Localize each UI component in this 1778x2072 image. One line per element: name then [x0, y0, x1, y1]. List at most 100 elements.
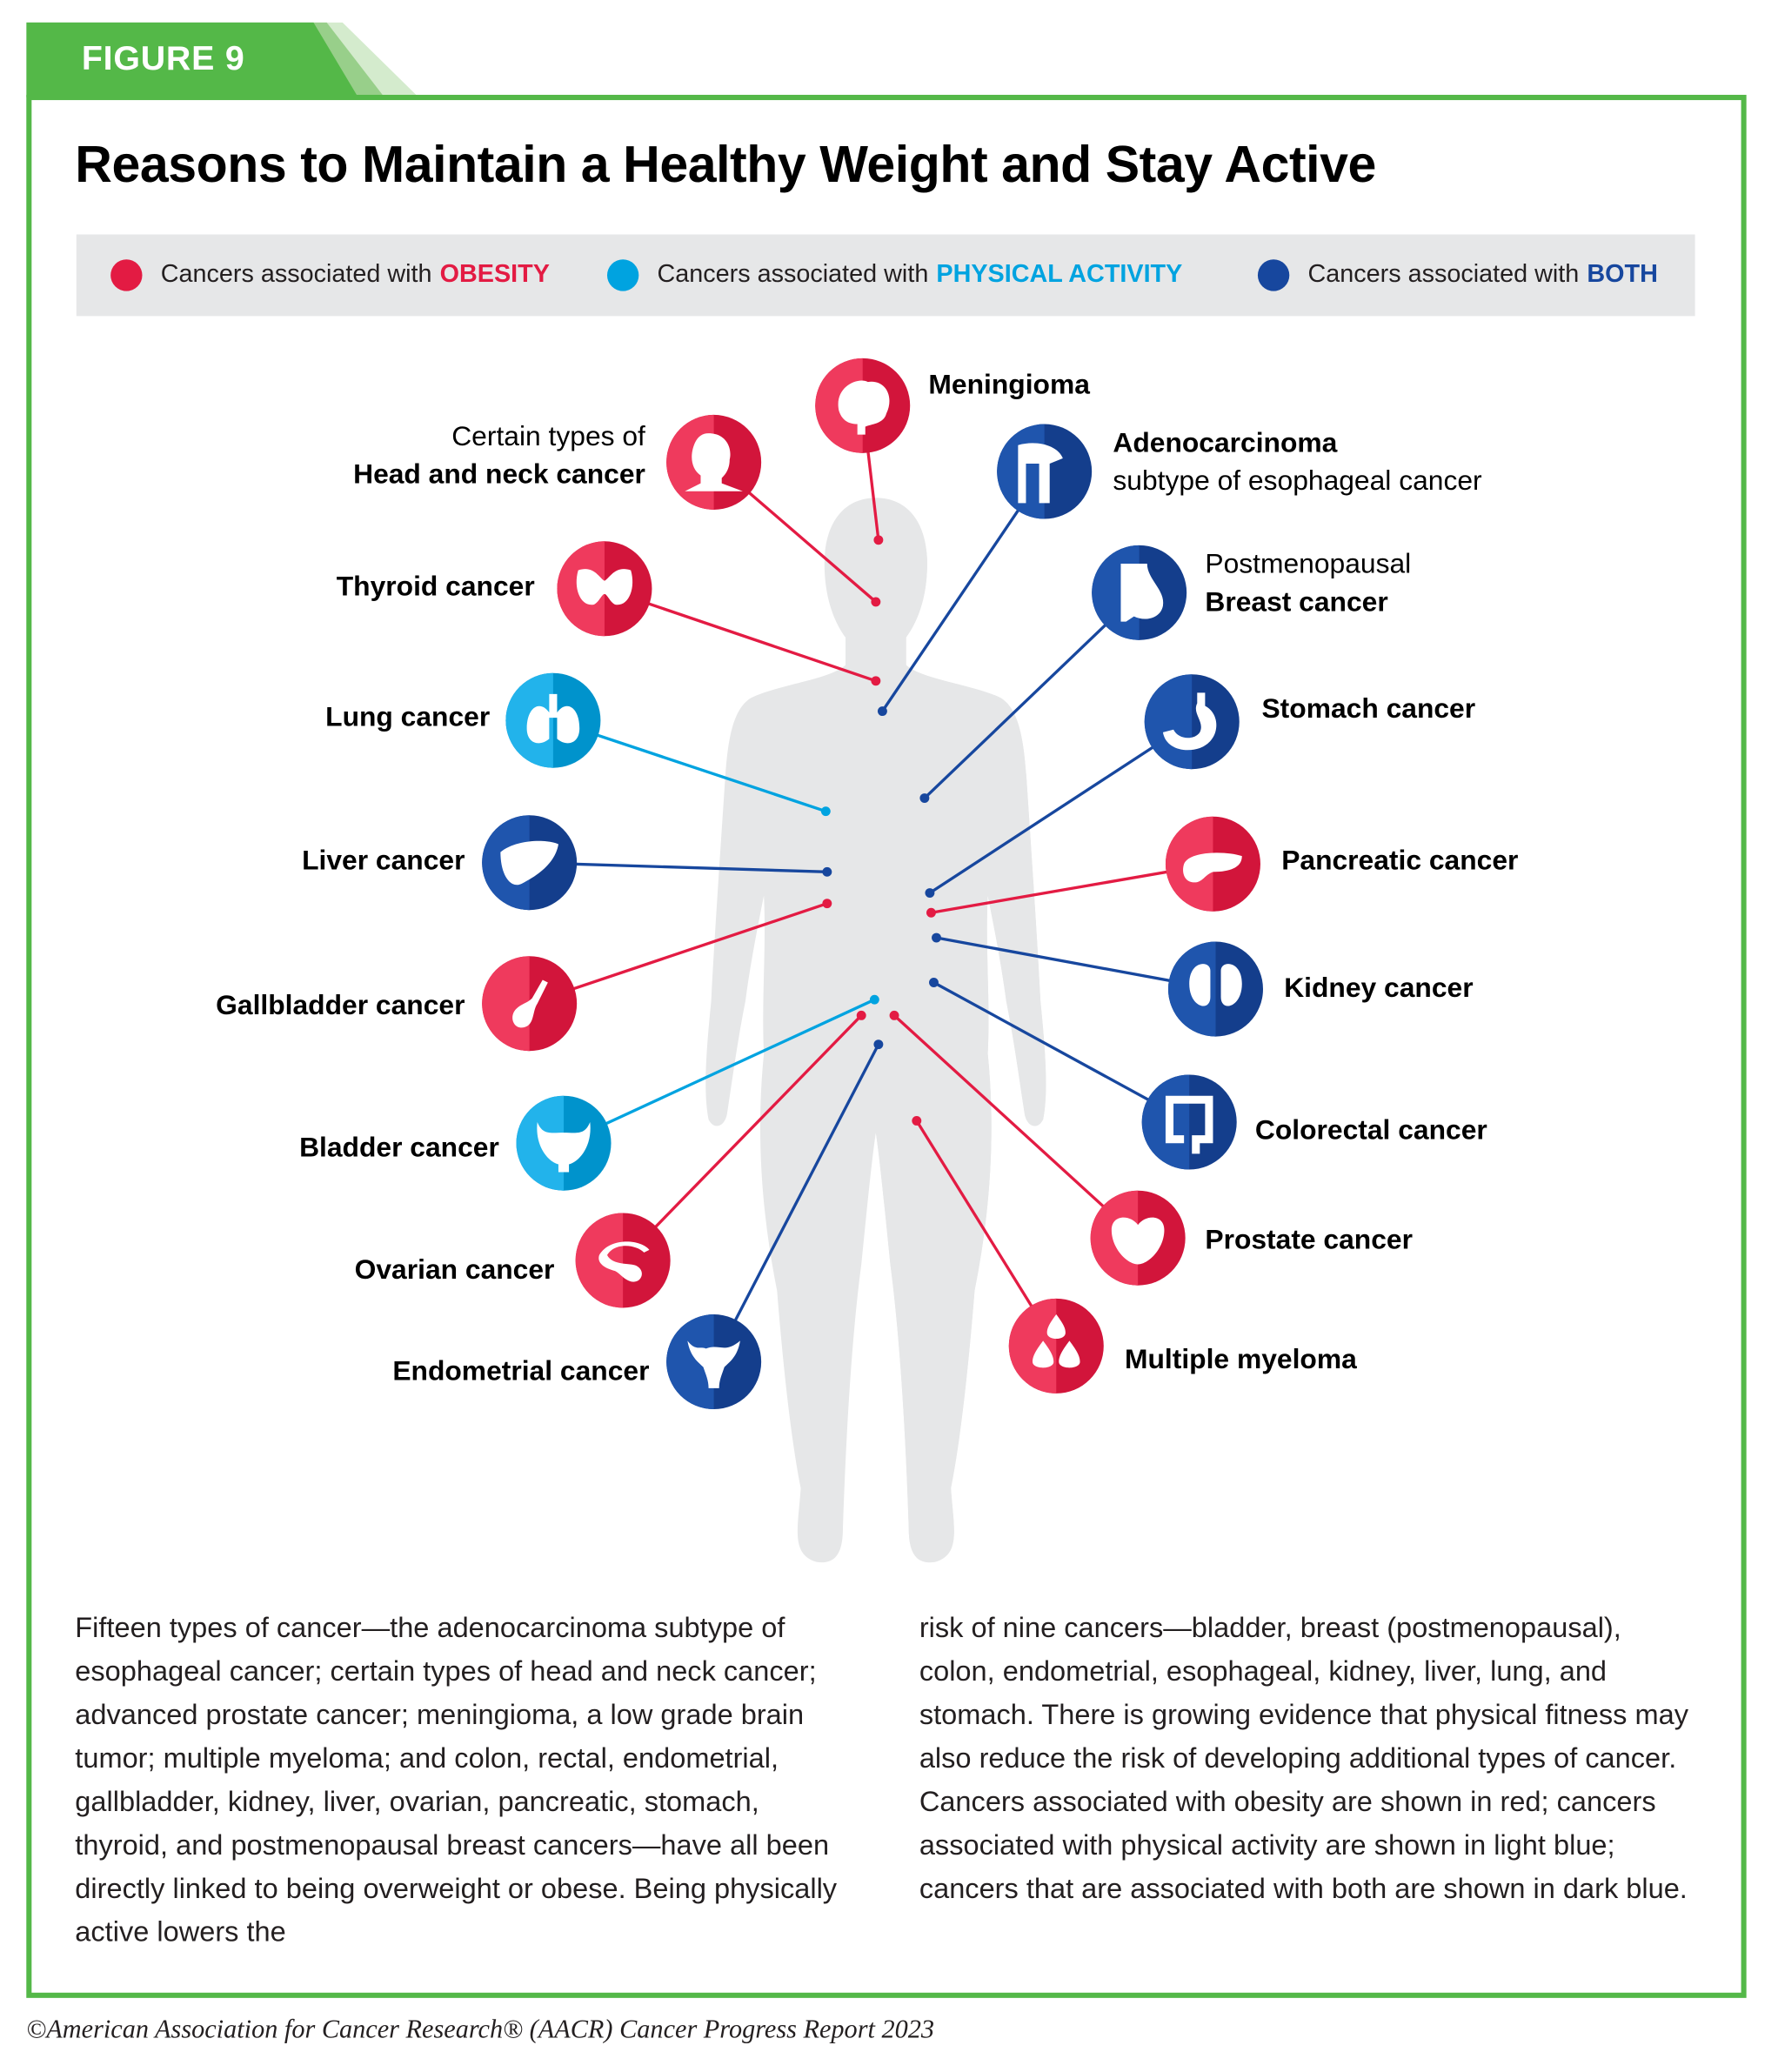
cancer-label: Multiple myeloma — [1125, 1340, 1357, 1379]
body-location-dot — [856, 1010, 866, 1020]
cancer-name: Ovarian cancer — [354, 1254, 555, 1285]
legend-dot-icon — [1257, 259, 1290, 291]
legend-text: Cancers associated with — [657, 260, 929, 289]
legend: Cancers associated with OBESITY Cancers … — [76, 234, 1695, 317]
cancer-node — [1144, 674, 1240, 770]
cancer-node — [516, 1095, 612, 1191]
cancer-qualifier: Certain types of — [451, 421, 645, 452]
cancer-label: Endometrial cancer — [392, 1352, 649, 1390]
cancer-name: Endometrial cancer — [392, 1355, 650, 1387]
body-location-dot — [889, 1010, 899, 1020]
body-location-dot — [877, 706, 887, 717]
cancer-name: Breast cancer — [1205, 587, 1388, 618]
body-location-dot — [871, 597, 881, 607]
legend-item-obesity: Cancers associated with OBESITY — [110, 235, 550, 317]
figure-tab — [26, 22, 419, 98]
cancer-label: Pancreatic cancer — [1281, 841, 1518, 879]
cancer-label: Postmenopausal Breast cancer — [1205, 545, 1411, 622]
connector-line — [923, 592, 1140, 799]
connector-line — [529, 902, 828, 1006]
cancer-node — [1167, 941, 1263, 1037]
legend-keyword: PHYSICAL ACTIVITY — [936, 260, 1183, 289]
legend-keyword: OBESITY — [439, 260, 550, 289]
cancer-node — [666, 1314, 762, 1410]
cancer-node — [666, 414, 762, 510]
cancer-label: Bladder cancer — [299, 1128, 499, 1166]
cancer-label: Meningioma — [928, 365, 1089, 404]
cancer-label: Colorectal cancer — [1255, 1111, 1487, 1149]
cancer-name: Prostate cancer — [1205, 1224, 1413, 1255]
blood-drops-icon — [1033, 1314, 1080, 1368]
cancer-name: Pancreatic cancer — [1281, 845, 1519, 876]
connector-line — [712, 1043, 880, 1363]
legend-item-physical-activity: Cancers associated with PHYSICAL ACTIVIT… — [606, 235, 1183, 317]
connector-line — [929, 720, 1193, 894]
legend-item-both: Cancers associated with BOTH — [1257, 235, 1658, 317]
connector-line — [932, 981, 1191, 1124]
cancer-label: Ovarian cancer — [355, 1251, 555, 1289]
cancer-node — [1008, 1298, 1104, 1394]
cancer-node — [1165, 816, 1260, 912]
connector-line — [892, 1014, 1140, 1240]
body-location-dot — [925, 888, 935, 898]
legend-dot-icon — [110, 259, 143, 291]
brain-icon — [838, 380, 890, 435]
body-location-dot — [820, 806, 831, 817]
connector-line — [931, 862, 1213, 914]
cancer-label: Gallbladder cancer — [216, 986, 465, 1024]
cancer-node — [1092, 545, 1187, 640]
legend-text: Cancers associated with — [160, 260, 432, 289]
body-location-dot — [919, 793, 930, 803]
connector-line — [552, 719, 826, 813]
cancer-node — [505, 672, 601, 768]
body-location-dot — [869, 994, 879, 1005]
cancer-label: Lung cancer — [325, 698, 490, 736]
connector-line — [621, 1014, 863, 1262]
cancer-label: Kidney cancer — [1284, 969, 1473, 1007]
body-location-dot — [932, 932, 941, 943]
liver-icon — [500, 840, 558, 886]
cancer-node — [1141, 1074, 1237, 1170]
connector-line — [604, 587, 877, 683]
cancer-qualifier: subtype of esophageal cancer — [1113, 465, 1482, 497]
cancer-label: Liver cancer — [302, 841, 465, 879]
kidney-icon — [1189, 964, 1242, 1006]
page-title: Reasons to Maintain a Healthy Weight and… — [75, 137, 1376, 194]
legend-text: Cancers associated with — [1307, 260, 1580, 289]
cancer-name: Lung cancer — [325, 701, 491, 732]
connector-line — [529, 861, 827, 873]
bladder-icon — [537, 1121, 591, 1173]
cancer-node — [815, 358, 911, 453]
legend-dot-icon — [606, 259, 639, 291]
description-right: risk of nine cancers—bladder, breast (po… — [919, 1612, 1688, 1905]
cancer-node — [482, 956, 578, 1052]
uterus-icon — [687, 1340, 740, 1388]
cancer-name: Meningioma — [928, 369, 1090, 400]
body-location-dot — [912, 1116, 922, 1126]
cancer-node — [557, 541, 652, 637]
copyright-footer: ©American Association for Cancer Researc… — [26, 2015, 935, 2044]
cancer-node — [482, 815, 578, 911]
description-left: Fifteen types of cancer—the adenocarcino… — [75, 1612, 838, 1948]
stomach-icon — [1162, 692, 1217, 751]
body-location-dot — [871, 676, 881, 686]
figure-frame — [26, 95, 1747, 1998]
ovary-icon — [598, 1241, 650, 1282]
figure-label: FIGURE 9 — [81, 37, 245, 78]
cancer-label: Adenocarcinoma subtype of esophageal canc… — [1113, 424, 1481, 501]
breast-icon — [1120, 564, 1164, 622]
cancer-label: Stomach cancer — [1261, 690, 1475, 728]
cancer-name: Head and neck cancer — [353, 459, 645, 491]
cancer-name: Gallbladder cancer — [216, 989, 465, 1020]
head-icon — [685, 433, 743, 491]
cancer-label: Prostate cancer — [1205, 1220, 1413, 1259]
cancer-name: Multiple myeloma — [1125, 1344, 1357, 1374]
cancer-name: Stomach cancer — [1261, 693, 1476, 724]
body-location-dot — [873, 535, 884, 545]
body-silhouette — [705, 498, 1046, 1563]
cancer-node — [575, 1213, 671, 1308]
cancer-name: Colorectal cancer — [1254, 1114, 1487, 1146]
cancer-qualifier: Postmenopausal — [1205, 549, 1412, 580]
